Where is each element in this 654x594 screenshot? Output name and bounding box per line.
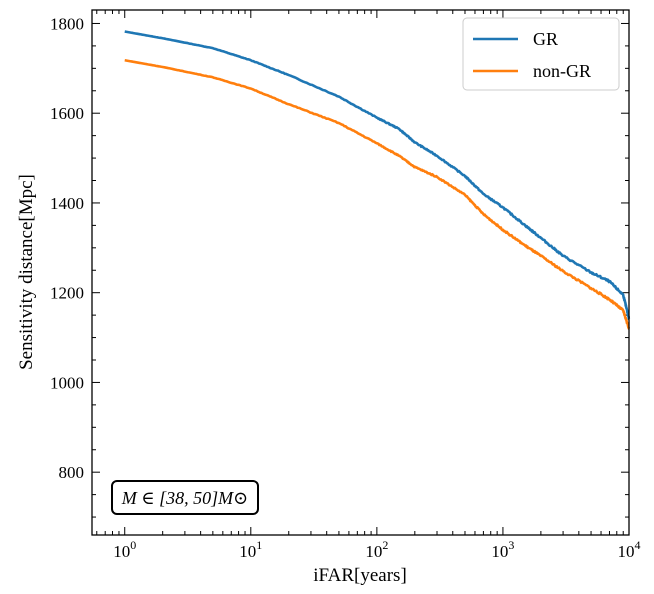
y-axis-ticks: 800 1000 1200 1400 1600 1800 xyxy=(50,14,629,518)
x-tick-label-base: 10 xyxy=(491,542,508,561)
annotation-box xyxy=(111,480,259,515)
x-tick-label: 103 xyxy=(491,538,514,561)
x-axis-ticks: 100 101 102 103 104 xyxy=(96,10,641,561)
x-tick-label-base: 10 xyxy=(618,542,635,561)
legend-label-non-gr: non-GR xyxy=(533,61,591,81)
x-tick-label: 101 xyxy=(239,538,262,561)
legend-label-gr: GR xyxy=(533,29,558,49)
plot-background xyxy=(92,10,629,535)
x-tick-label-base: 10 xyxy=(113,542,130,561)
y-tick-label: 1200 xyxy=(50,284,84,303)
series-line-non-gr xyxy=(124,58,631,330)
x-tick-label-exponent: 4 xyxy=(635,538,641,552)
y-tick-label: 1400 xyxy=(50,194,84,213)
series-layer xyxy=(124,30,631,330)
y-tick-label: 1600 xyxy=(50,104,84,123)
legend: GR non-GR xyxy=(462,17,620,91)
x-axis-label: iFAR[years] xyxy=(313,565,407,586)
plot-frame xyxy=(91,9,630,536)
y-tick-label: 1000 xyxy=(50,373,84,392)
x-tick-label-base: 10 xyxy=(239,542,256,561)
y-tick-label: 800 xyxy=(59,463,85,482)
x-tick-label-exponent: 3 xyxy=(508,538,514,552)
y-axis-label: Sensitivity distance[Mpc] xyxy=(16,174,37,370)
x-tick-label-exponent: 1 xyxy=(256,538,262,552)
x-tick-label-exponent: 2 xyxy=(382,538,388,552)
x-tick-label-exponent: 0 xyxy=(130,538,136,552)
annotation-text: M ∈ [38, 50]M⊙ xyxy=(121,488,248,508)
y-tick-label: 1800 xyxy=(50,14,84,33)
x-tick-label: 100 xyxy=(113,538,136,561)
series-line-gr xyxy=(124,30,631,321)
x-tick-label: 102 xyxy=(365,538,388,561)
x-tick-label-base: 10 xyxy=(365,542,382,561)
annotation: M ∈ [38, 50]M⊙ xyxy=(111,480,259,515)
x-tick-label: 104 xyxy=(618,538,641,561)
